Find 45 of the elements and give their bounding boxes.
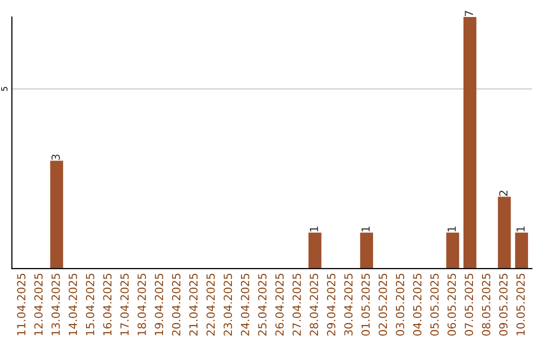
- x-tick-label: 04.05.2025: [413, 274, 422, 336]
- x-tick-label: 18.04.2025: [138, 274, 146, 336]
- x-tick-label: 17.04.2025: [120, 274, 129, 336]
- data-label: 1: [516, 226, 525, 232]
- data-label: 1: [362, 226, 370, 232]
- x-tick-label: 19.04.2025: [154, 274, 164, 336]
- x-tick-label: 07.05.2025: [464, 274, 474, 336]
- x-tick-label: 14.04.2025: [68, 274, 78, 336]
- x-tick-label: 13.04.2025: [51, 274, 60, 336]
- x-tick-label: 21.04.2025: [189, 274, 198, 336]
- x-tick-label: 27.04.2025: [292, 274, 301, 336]
- x-tick-label: 12.04.2025: [34, 274, 43, 336]
- x-tick-label: 03.05.2025: [396, 274, 404, 336]
- bar: [463, 17, 476, 269]
- bar: [446, 232, 460, 269]
- data-label: 1: [448, 226, 456, 232]
- x-tick-label: 01.05.2025: [361, 274, 370, 336]
- x-tick-label: 24.04.2025: [240, 274, 250, 336]
- x-tick-label: 05.05.2025: [430, 274, 439, 336]
- x-tick-label: 15.04.2025: [86, 274, 94, 336]
- x-tick-label: 11.04.2025: [17, 274, 26, 336]
- bar: [360, 232, 374, 269]
- x-tick-label: 25.04.2025: [258, 274, 267, 336]
- x-tick-label: 06.05.2025: [448, 274, 456, 336]
- x-tick-label: 23.04.2025: [224, 274, 232, 336]
- x-tick-label: 10.05.2025: [516, 274, 525, 336]
- bar: [50, 160, 64, 269]
- x-tick-label: 20.04.2025: [172, 274, 180, 336]
- x-tick-label: 26.04.2025: [275, 274, 284, 336]
- x-tick-label: 09.05.2025: [499, 274, 508, 336]
- data-label: 3: [51, 154, 60, 160]
- data-label: 7: [464, 10, 473, 16]
- x-tick-label: 28.04.2025: [310, 274, 318, 336]
- bar: [498, 196, 511, 269]
- y-tick-label: 5: [1, 86, 8, 91]
- x-tick-label: 29.04.2025: [326, 274, 336, 336]
- x-tick-label: 30.04.2025: [344, 274, 353, 336]
- x-tick-label: 16.04.2025: [103, 274, 112, 336]
- x-tick-label: 08.05.2025: [482, 274, 490, 336]
- x-tick-label: 02.05.2025: [378, 274, 388, 336]
- data-label: 2: [499, 190, 508, 196]
- data-label: 1: [310, 226, 318, 232]
- x-tick-label: 22.04.2025: [206, 274, 215, 336]
- bar: [515, 232, 528, 269]
- bar: [308, 232, 322, 269]
